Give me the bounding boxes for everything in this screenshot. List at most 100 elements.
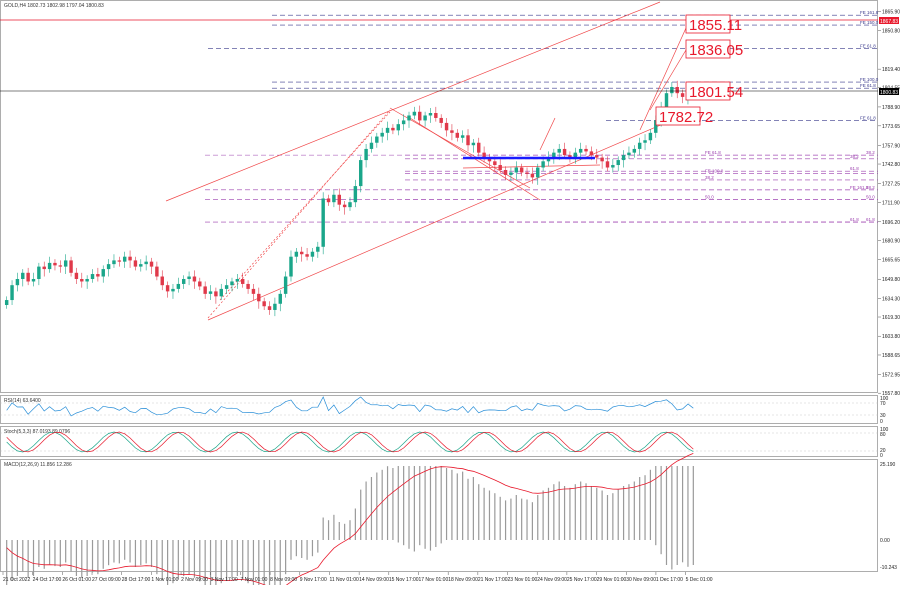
macd-bar [392, 468, 394, 540]
candle-body [63, 260, 68, 267]
candle-body [267, 306, 272, 310]
trendline [462, 164, 601, 169]
candle-body [283, 276, 288, 294]
candle-body [4, 300, 9, 306]
candle-body [562, 148, 567, 156]
candle-body [112, 260, 116, 265]
macd-bar [639, 477, 641, 540]
time-tick-label: 9 Nov 17:00 [300, 577, 327, 583]
macd-bar [580, 481, 582, 540]
candle-body [219, 288, 223, 297]
macd-bar [671, 466, 673, 570]
candle-body [192, 276, 197, 282]
fib-mid-label: FE 61.8 [705, 150, 721, 155]
candle-body [10, 285, 14, 301]
candle-body [573, 152, 578, 158]
macd-bar [59, 540, 61, 567]
macd-bar [38, 540, 40, 567]
price-tick-label: 1865.90 [882, 10, 900, 16]
macd-bar [531, 502, 533, 540]
candle-body [407, 115, 411, 121]
macd-bar [665, 466, 668, 565]
candle-body [632, 148, 637, 153]
macd-bar [676, 466, 678, 565]
callout-1782: 1782.72 [655, 106, 713, 126]
macd-bar [338, 522, 340, 540]
callout-1801-box [685, 81, 731, 101]
candle-body [578, 148, 583, 153]
stoch-k-line [6, 431, 694, 453]
candle-body [144, 261, 148, 265]
time-tick-label: 1 Nov 01:00 [151, 577, 178, 583]
macd-bar [386, 466, 389, 540]
candle-body [680, 93, 685, 97]
macd-bar [628, 484, 630, 540]
candle-body [31, 278, 36, 282]
candle-body [305, 254, 309, 257]
macd-bar [43, 540, 45, 569]
macd-bar [333, 514, 335, 540]
macd-bar [660, 466, 662, 555]
time-tick-label: 5 Dec 01:00 [686, 577, 713, 583]
price-tick-label: 1634.30 [882, 296, 900, 302]
macd-bar [585, 483, 587, 540]
macd-bar [86, 540, 88, 576]
price-tick-label: 1603.80 [882, 334, 900, 340]
symbol-line: GOLD,H4 1802.73 1802.98 1797.04 1800.83 [4, 3, 104, 9]
candle-body [471, 142, 476, 146]
macd-bar [188, 540, 190, 575]
macd-bar [204, 540, 206, 587]
macd-bar [376, 472, 378, 540]
macd-bar [612, 493, 614, 540]
candle-body [605, 161, 610, 168]
macd-bar [537, 495, 539, 540]
macd-bar [258, 540, 260, 590]
price-tick-label: 1696.20 [882, 220, 900, 226]
candle-body [439, 117, 443, 123]
price-tick-label: 1572.95 [882, 372, 900, 378]
candle-body [321, 198, 325, 247]
rsi-tick-0: 0 [880, 419, 883, 425]
candle-body [460, 135, 465, 138]
price-tick-label: 1773.65 [882, 124, 900, 130]
macd-bar [242, 540, 244, 580]
price-tick-label: 1819.40 [882, 67, 900, 73]
time-tick-label: 21 Oct 2022 [3, 577, 30, 583]
macd-tick-top: 25.190 [880, 462, 896, 468]
macd-bar [140, 540, 142, 566]
callout-1855-box [685, 14, 731, 34]
macd-bar [488, 490, 491, 540]
time-tick-label: 7 Nov 01:00 [240, 577, 267, 583]
candle-body [187, 276, 191, 279]
macd-signal-line [6, 453, 694, 589]
candle-body [332, 194, 336, 203]
rsi-tick-70: 70 [880, 401, 886, 407]
candle-body [557, 148, 561, 153]
macd-bar [150, 540, 153, 567]
candle-body [541, 161, 545, 168]
fibonacci-levels: FE 161.8FE 150.0FE 61.8FE 100.0FE 61.8FE… [205, 10, 879, 223]
candle-body [37, 266, 41, 279]
trendline [639, 27, 687, 131]
candle-body [208, 291, 213, 294]
macd-bar [322, 517, 324, 540]
callout-1801-text: 1801.54 [689, 84, 743, 101]
candle-body [670, 86, 674, 94]
candle-body [26, 272, 30, 282]
time-tick-label: 24 Nov 09:00 [537, 577, 567, 583]
macd-bar [381, 469, 383, 540]
candle-body [418, 111, 422, 121]
macd-bar [11, 540, 13, 581]
time-tick-label: 14 Nov 09:00 [359, 577, 389, 583]
candle-body [42, 266, 46, 270]
macd-bar [365, 481, 367, 540]
macd-bar [118, 540, 120, 564]
price-tick-label: 1727.25 [882, 181, 900, 187]
macd-bar [193, 540, 196, 578]
candle-body [514, 167, 519, 173]
macd-tick-zero: 0.00 [880, 538, 890, 544]
time-tick-label: 25 Nov 17:00 [567, 577, 597, 583]
macd-bar [70, 540, 72, 572]
macd-bar [692, 466, 694, 565]
candle-body [337, 194, 341, 205]
